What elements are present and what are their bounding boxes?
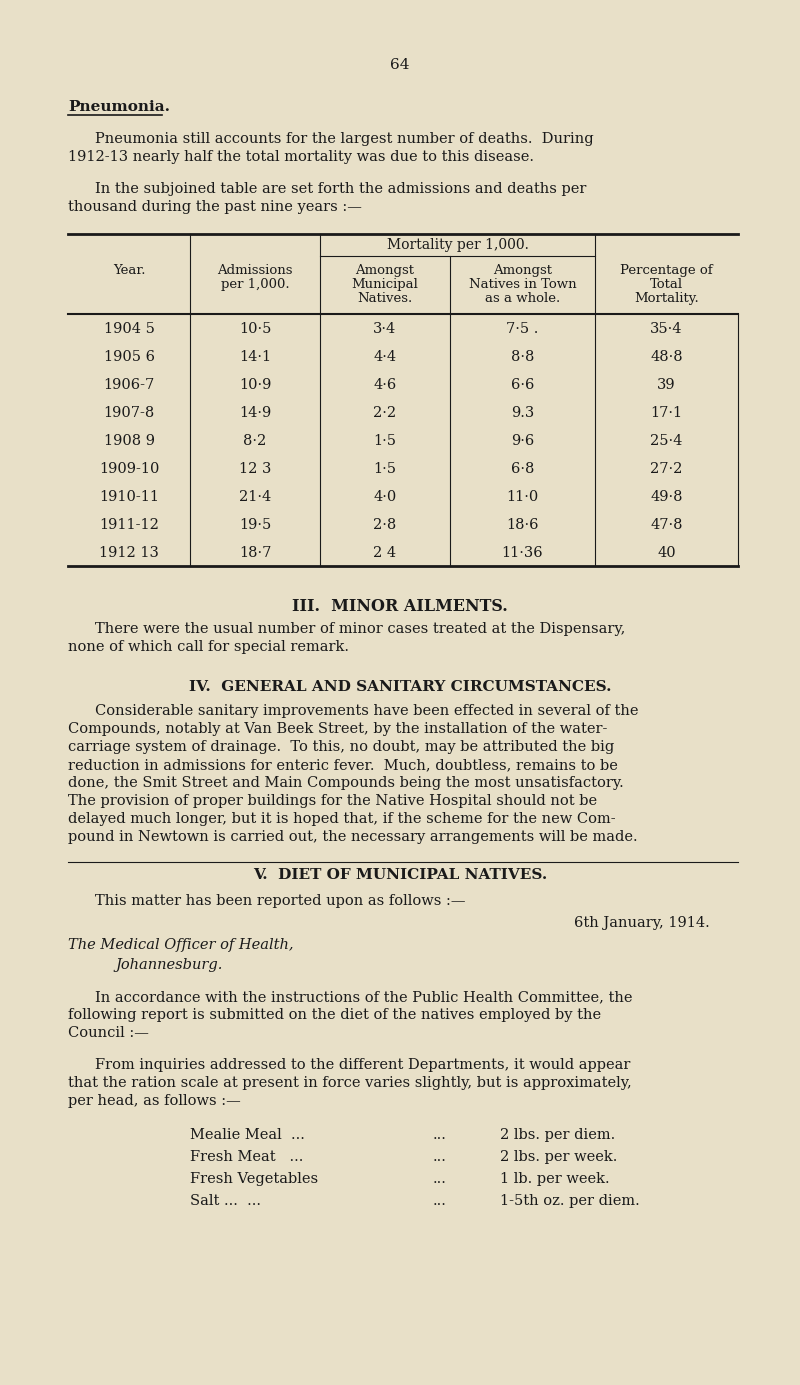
- Text: Amongst: Amongst: [355, 265, 414, 277]
- Text: Compounds, notably at Van Beek Street, by the installation of the water-: Compounds, notably at Van Beek Street, b…: [68, 722, 607, 735]
- Text: 35·4: 35·4: [650, 321, 682, 337]
- Text: that the ration scale at present in force varies slightly, but is approximately,: that the ration scale at present in forc…: [68, 1076, 632, 1090]
- Text: Johannesburg.: Johannesburg.: [115, 958, 222, 972]
- Text: 1-5th oz. per diem.: 1-5th oz. per diem.: [500, 1194, 640, 1208]
- Text: ...: ...: [433, 1127, 447, 1143]
- Text: 1908 9: 1908 9: [103, 434, 154, 447]
- Text: 2 lbs. per week.: 2 lbs. per week.: [500, 1150, 618, 1163]
- Text: as a whole.: as a whole.: [485, 292, 560, 305]
- Text: 39: 39: [657, 378, 676, 392]
- Text: 48·8: 48·8: [650, 350, 683, 364]
- Text: Municipal: Municipal: [351, 278, 418, 291]
- Text: pound in Newtown is carried out, the necessary arrangements will be made.: pound in Newtown is carried out, the nec…: [68, 830, 638, 843]
- Text: 6·8: 6·8: [511, 463, 534, 476]
- Text: 1·5: 1·5: [374, 463, 397, 476]
- Text: 8·2: 8·2: [243, 434, 266, 447]
- Text: Natives.: Natives.: [358, 292, 413, 305]
- Text: 1905 6: 1905 6: [103, 350, 154, 364]
- Text: 1909-10: 1909-10: [99, 463, 159, 476]
- Text: Amongst: Amongst: [493, 265, 552, 277]
- Text: 4·0: 4·0: [374, 490, 397, 504]
- Text: per head, as follows :—: per head, as follows :—: [68, 1094, 241, 1108]
- Text: Mortality.: Mortality.: [634, 292, 699, 305]
- Text: 1907-8: 1907-8: [103, 406, 154, 420]
- Text: 12 3: 12 3: [239, 463, 271, 476]
- Text: 40: 40: [657, 546, 676, 560]
- Text: Fresh Meat   ...: Fresh Meat ...: [190, 1150, 303, 1163]
- Text: Mealie Meal  ...: Mealie Meal ...: [190, 1127, 305, 1143]
- Text: 1·5: 1·5: [374, 434, 397, 447]
- Text: 1912-13 nearly half the total mortality was due to this disease.: 1912-13 nearly half the total mortality …: [68, 150, 534, 163]
- Text: 18·7: 18·7: [239, 546, 271, 560]
- Text: none of which call for special remark.: none of which call for special remark.: [68, 640, 349, 654]
- Text: 64: 64: [390, 58, 410, 72]
- Text: 4·4: 4·4: [374, 350, 397, 364]
- Text: Mortality per 1,000.: Mortality per 1,000.: [386, 238, 529, 252]
- Text: This matter has been reported upon as follows :—: This matter has been reported upon as fo…: [95, 893, 466, 909]
- Text: 9.3: 9.3: [511, 406, 534, 420]
- Text: There were the usual number of minor cases treated at the Dispensary,: There were the usual number of minor cas…: [95, 622, 626, 636]
- Text: From inquiries addressed to the different Departments, it would appear: From inquiries addressed to the differen…: [95, 1058, 630, 1072]
- Text: 6·6: 6·6: [511, 378, 534, 392]
- Text: 1904 5: 1904 5: [103, 321, 154, 337]
- Text: 14·1: 14·1: [239, 350, 271, 364]
- Text: 27·2: 27·2: [650, 463, 682, 476]
- Text: 1912 13: 1912 13: [99, 546, 159, 560]
- Text: In accordance with the instructions of the Public Health Committee, the: In accordance with the instructions of t…: [95, 990, 633, 1004]
- Text: The provision of proper buildings for the Native Hospital should not be: The provision of proper buildings for th…: [68, 794, 597, 807]
- Text: done, the Smit Street and Main Compounds being the most unsatisfactory.: done, the Smit Street and Main Compounds…: [68, 776, 624, 789]
- Text: ...: ...: [433, 1172, 447, 1186]
- Text: III.  MINOR AILMENTS.: III. MINOR AILMENTS.: [292, 598, 508, 615]
- Text: 6th January, 1914.: 6th January, 1914.: [574, 915, 710, 929]
- Text: per 1,000.: per 1,000.: [221, 278, 290, 291]
- Text: 1910-11: 1910-11: [99, 490, 159, 504]
- Text: 11·0: 11·0: [506, 490, 538, 504]
- Text: 2·2: 2·2: [374, 406, 397, 420]
- Text: thousand during the past nine years :—: thousand during the past nine years :—: [68, 199, 362, 215]
- Text: 19·5: 19·5: [239, 518, 271, 532]
- Text: Natives in Town: Natives in Town: [469, 278, 576, 291]
- Text: 10·9: 10·9: [239, 378, 271, 392]
- Text: 9·6: 9·6: [511, 434, 534, 447]
- Text: 2 lbs. per diem.: 2 lbs. per diem.: [500, 1127, 615, 1143]
- Text: 1911-12: 1911-12: [99, 518, 159, 532]
- Text: delayed much longer, but it is hoped that, if the scheme for the new Com-: delayed much longer, but it is hoped tha…: [68, 812, 616, 825]
- Text: 7·5 .: 7·5 .: [506, 321, 538, 337]
- Text: Total: Total: [650, 278, 683, 291]
- Text: 1 lb. per week.: 1 lb. per week.: [500, 1172, 610, 1186]
- Text: The Medical Officer of Health,: The Medical Officer of Health,: [68, 938, 294, 951]
- Text: 4·6: 4·6: [374, 378, 397, 392]
- Text: 2 4: 2 4: [374, 546, 397, 560]
- Text: Year.: Year.: [113, 265, 146, 277]
- Text: reduction in admissions for enteric fever.  Much, doubtless, remains to be: reduction in admissions for enteric feve…: [68, 758, 618, 771]
- Text: In the subjoined table are set forth the admissions and deaths per: In the subjoined table are set forth the…: [95, 181, 586, 197]
- Text: 49·8: 49·8: [650, 490, 682, 504]
- Text: V.  DIET OF MUNICIPAL NATIVES.: V. DIET OF MUNICIPAL NATIVES.: [253, 868, 547, 882]
- Text: 18·6: 18·6: [506, 518, 538, 532]
- Text: carriage system of drainage.  To this, no doubt, may be attributed the big: carriage system of drainage. To this, no…: [68, 740, 614, 753]
- Text: Council :—: Council :—: [68, 1026, 149, 1040]
- Text: Pneumonia still accounts for the largest number of deaths.  During: Pneumonia still accounts for the largest…: [95, 132, 594, 145]
- Text: ...: ...: [433, 1194, 447, 1208]
- Text: 8·8: 8·8: [511, 350, 534, 364]
- Text: 3·4: 3·4: [374, 321, 397, 337]
- Text: Pneumonia.: Pneumonia.: [68, 100, 170, 114]
- Text: 10·5: 10·5: [239, 321, 271, 337]
- Text: 2·8: 2·8: [374, 518, 397, 532]
- Text: 47·8: 47·8: [650, 518, 682, 532]
- Text: ...: ...: [433, 1150, 447, 1163]
- Text: Percentage of: Percentage of: [620, 265, 713, 277]
- Text: Admissions: Admissions: [218, 265, 293, 277]
- Text: 21·4: 21·4: [239, 490, 271, 504]
- Text: following report is submitted on the diet of the natives employed by the: following report is submitted on the die…: [68, 1008, 601, 1022]
- Text: IV.  GENERAL AND SANITARY CIRCUMSTANCES.: IV. GENERAL AND SANITARY CIRCUMSTANCES.: [189, 680, 611, 694]
- Text: 17·1: 17·1: [650, 406, 682, 420]
- Text: 11·36: 11·36: [502, 546, 543, 560]
- Text: Considerable sanitary improvements have been effected in several of the: Considerable sanitary improvements have …: [95, 704, 638, 717]
- Text: Salt ...  ...: Salt ... ...: [190, 1194, 261, 1208]
- Text: 14·9: 14·9: [239, 406, 271, 420]
- Text: 1906-7: 1906-7: [103, 378, 154, 392]
- Text: Fresh Vegetables: Fresh Vegetables: [190, 1172, 318, 1186]
- Text: 25·4: 25·4: [650, 434, 682, 447]
